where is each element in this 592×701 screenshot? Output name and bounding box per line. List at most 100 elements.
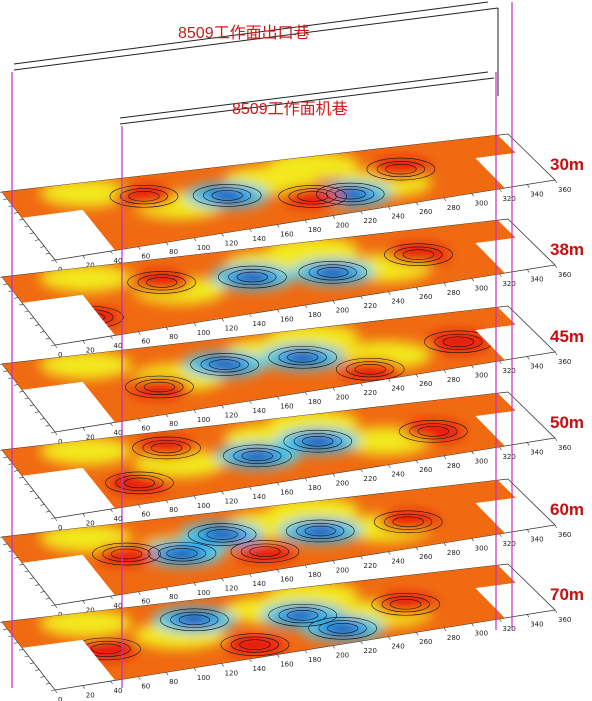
y-tick-mark (3, 283, 8, 286)
y-tick-mark (50, 517, 56, 520)
contour-line (304, 525, 336, 537)
x-tick-mark (138, 331, 141, 335)
contour-line (166, 548, 198, 559)
x-tick-label: 320 (502, 540, 515, 548)
x-tick-mark (110, 508, 113, 513)
x-tick-mark (499, 618, 502, 623)
title-outlet-roadway: 8509工作面出口巷 (178, 24, 310, 42)
contour-line (123, 477, 156, 489)
x-tick-label: 120 (225, 411, 238, 419)
x-tick-label: 40 (114, 429, 123, 437)
x-tick-label: 120 (225, 324, 238, 332)
contour-line (417, 426, 449, 437)
x-tick-label: 80 (169, 420, 178, 428)
x-tick-mark (526, 442, 530, 446)
x-tick-mark (360, 555, 363, 560)
x-tick-label: 220 (364, 647, 377, 655)
contour-line (109, 184, 179, 208)
y-tick-mark (50, 604, 56, 607)
x-tick-label: 180 (308, 398, 321, 406)
x-tick-label: 260 (419, 293, 432, 301)
contour-line (327, 623, 359, 634)
x-tick-mark (138, 676, 141, 680)
contour-line (285, 519, 355, 543)
contour-zone (267, 151, 360, 180)
x-tick-mark (193, 322, 197, 326)
x-tick-mark (332, 560, 336, 564)
contour-line (399, 420, 468, 443)
high-anomaly (234, 541, 295, 562)
contour-line (335, 357, 405, 381)
y-tick-mark (40, 504, 45, 506)
x-tick-label: 340 (530, 448, 543, 456)
y-tick-mark (29, 662, 34, 665)
contour-line (223, 444, 292, 468)
x-tick-mark (221, 233, 224, 237)
x-tick-label: 160 (280, 575, 293, 583)
y-tick-mark (29, 232, 34, 235)
x-tick-mark (443, 282, 447, 286)
x-tick-label: 180 (308, 484, 321, 492)
x-tick-label: 60 (141, 425, 150, 433)
x-tick-label: 280 (447, 634, 460, 642)
high-anomaly (96, 544, 157, 565)
x-tick-label: 340 (530, 620, 543, 628)
x-tick-mark (526, 356, 530, 360)
x-tick-mark (54, 689, 58, 694)
y-tick-mark (50, 689, 56, 692)
x-tick-label: 160 (280, 402, 293, 410)
anomaly-field (2, 135, 516, 251)
y-tick-mark (13, 642, 18, 644)
x-tick-mark (332, 300, 336, 304)
x-tick-label: 40 (114, 515, 123, 523)
x-tick-label: 360 (558, 186, 571, 194)
x-tick-label: 360 (558, 444, 571, 452)
x-tick-mark (138, 418, 141, 422)
contour-line (211, 190, 243, 201)
x-tick-label: 280 (447, 289, 460, 297)
contour-line (198, 526, 247, 543)
x-tick-label: 140 (252, 320, 265, 328)
contour-line (160, 608, 229, 632)
x-tick-label: 100 (197, 329, 210, 337)
x-tick-mark (276, 654, 280, 658)
y-tick-mark (45, 510, 50, 513)
y-tick-mark (19, 476, 24, 479)
contour-line (298, 261, 368, 284)
x-tick-label: 340 (530, 535, 543, 543)
low-anomaly-core (328, 623, 357, 634)
x-tick-label: 140 (252, 235, 265, 243)
y-tick-mark (35, 324, 40, 326)
x-tick-mark (276, 309, 280, 313)
high-anomaly (428, 331, 489, 352)
contour-line (334, 188, 366, 200)
y-tick-mark (40, 676, 45, 678)
contour-line (302, 435, 334, 447)
contour-line (434, 333, 483, 350)
contour-line (190, 353, 259, 376)
high-anomaly (370, 159, 431, 180)
x-tick-mark (526, 269, 530, 273)
y-tick-mark (0, 621, 3, 623)
x-tick-label: 60 (141, 338, 150, 346)
x-tick-label: 80 (169, 678, 178, 686)
y-tick-mark (19, 390, 24, 393)
contour-line (385, 163, 417, 175)
contour-line (394, 246, 443, 263)
x-tick-label: 360 (558, 271, 571, 279)
x-tick-mark (110, 595, 113, 600)
x-tick-label: 200 (336, 652, 349, 660)
contour-line (187, 523, 257, 546)
y-tick-mark (29, 577, 34, 580)
x-tick-label: 140 (252, 493, 265, 501)
x-tick-mark (193, 667, 197, 671)
x-tick-mark (443, 197, 447, 201)
contour-line (318, 620, 367, 637)
y-tick-mark (0, 276, 3, 278)
contour-line (146, 277, 178, 288)
x-tick-label: 320 (502, 195, 515, 203)
contour-line (326, 186, 375, 203)
x-tick-label: 280 (447, 462, 460, 470)
contour-line (125, 375, 194, 399)
x-tick-mark (554, 524, 558, 529)
